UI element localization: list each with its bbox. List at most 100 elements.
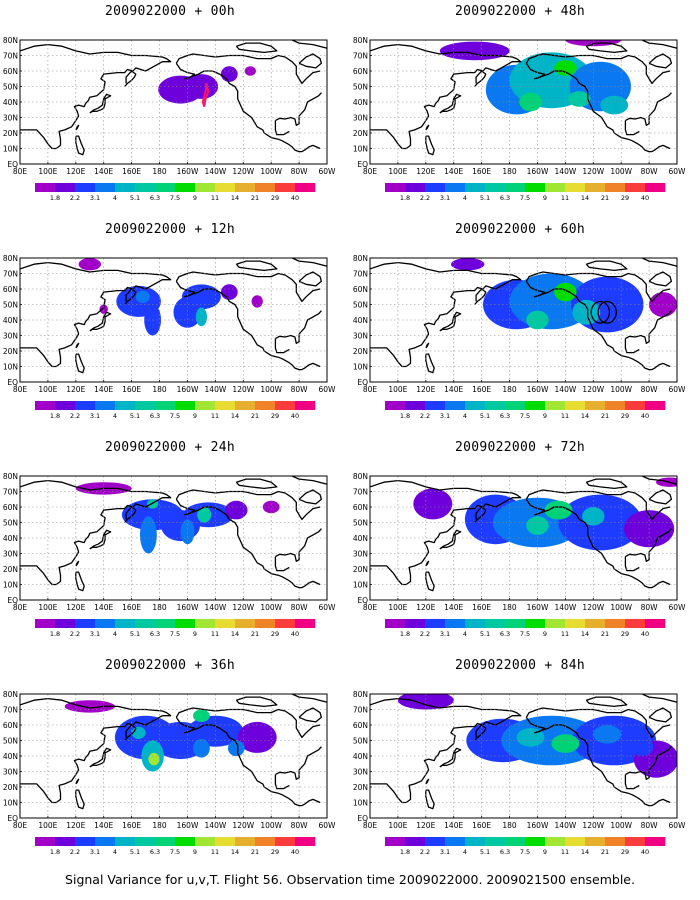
coastline [425, 560, 430, 567]
coastline [291, 694, 327, 703]
map-grid [20, 258, 327, 382]
colorbar-label: 2.2 [420, 194, 430, 202]
colorbar-label: 21 [601, 848, 609, 856]
lon-tick-label: 120W [582, 821, 604, 830]
coastline [89, 529, 112, 550]
colorbar-swatch [525, 837, 546, 846]
coastline [525, 280, 671, 371]
coastline [20, 697, 172, 804]
colorbar-label: 3.1 [440, 630, 450, 638]
lon-tick-label: 140W [205, 603, 227, 612]
colorbar-label: 2.2 [70, 848, 80, 856]
map-panel: 80N 70N 60N 50N 40N 30N 20N 10N EQ 80E 100E 120E 140… [0, 0, 340, 222]
colorbar-swatch [465, 619, 486, 628]
lon-tick-label: 80E [13, 821, 28, 830]
colorbar-label: 29 [271, 412, 279, 420]
lon-tick-label: 160E [472, 821, 491, 830]
colorbar-swatch [35, 401, 56, 410]
variance-region [413, 488, 453, 520]
colorbar-swatch [115, 619, 136, 628]
lat-tick-label: 20N [3, 129, 18, 138]
panel-title: 2009022000 + 24h [104, 440, 236, 455]
coastline [439, 93, 462, 114]
colorbar-swatch [625, 837, 646, 846]
lat-tick-label: 10N [3, 145, 18, 154]
lat-tick-label: 10N [3, 581, 18, 590]
lon-tick-label: 80E [363, 821, 378, 830]
variance-region [193, 709, 210, 722]
colorbar-swatch [95, 619, 116, 628]
lon-tick-label: 120W [232, 385, 254, 394]
lon-tick-label: 80E [13, 167, 28, 176]
lon-tick-label: 140E [94, 167, 113, 176]
lon-tick-label: 120W [232, 821, 254, 830]
colorbar-swatch [565, 183, 586, 192]
colorbar-swatch [405, 619, 426, 628]
lon-tick-label: 80W [641, 385, 659, 394]
lat-tick-label: 30N [3, 114, 18, 123]
figure-caption: Signal Variance for u,v,T. Flight 56. Ob… [65, 872, 635, 887]
colorbar-swatch [255, 183, 276, 192]
colorbar-swatch [55, 183, 76, 192]
lat-tick-label: 40N [353, 534, 368, 543]
lon-tick-label: 140W [555, 167, 577, 176]
coastlines [20, 258, 327, 374]
colorbar-swatch [75, 837, 96, 846]
colorbar-swatch [585, 619, 606, 628]
colorbar-label: 21 [601, 194, 609, 202]
coastlines [370, 258, 677, 374]
colorbar: 1.8 2.2 3.1 4 5.1 6.3 7.5 9 11 14 21 29 40 [385, 619, 666, 638]
coastline [175, 716, 321, 807]
colorbar-label: 5.1 [130, 412, 140, 420]
lat-tick-label: 50N [353, 519, 368, 528]
lat-tick-label: 30N [3, 768, 18, 777]
lat-tick-label: EQ [357, 814, 368, 823]
lon-tick-label: 60W [319, 603, 337, 612]
lon-tick-label: 60W [319, 821, 337, 830]
colorbar: 1.8 2.2 3.1 4 5.1 6.3 7.5 9 11 14 21 29 40 [385, 837, 666, 856]
colorbar-swatch [75, 183, 96, 192]
colorbar-swatch [645, 183, 666, 192]
colorbar-label: 1.8 [50, 194, 60, 202]
lon-tick-label: 100W [260, 385, 282, 394]
colorbar-swatch [295, 837, 316, 846]
lon-tick-label: 80E [363, 603, 378, 612]
colorbar-label: 40 [291, 412, 299, 420]
colorbar-swatch [425, 401, 446, 410]
colorbar-label: 3.1 [440, 412, 450, 420]
colorbar-label: 21 [601, 412, 609, 420]
lat-tick-label: 80N [3, 254, 18, 263]
colorbar-swatch [625, 619, 646, 628]
colorbar-swatch [405, 183, 426, 192]
colorbar-label: 21 [251, 412, 259, 420]
colorbar-label: 14 [581, 848, 589, 856]
colorbar: 1.8 2.2 3.1 4 5.1 6.3 7.5 9 11 14 21 29 40 [385, 183, 666, 202]
coastline [75, 560, 80, 567]
coastline [20, 479, 172, 586]
lon-tick-label: 120E [416, 603, 435, 612]
coastline [275, 746, 322, 780]
lat-tick-label: 70N [3, 52, 18, 61]
lon-tick-label: 120E [416, 385, 435, 394]
colorbar-swatch [175, 619, 196, 628]
coastline [439, 747, 462, 768]
variance-region [78, 258, 102, 271]
coastline [20, 261, 172, 368]
lon-tick-label: 180 [502, 167, 517, 176]
colorbar-swatch [485, 837, 506, 846]
lon-tick-label: 100W [260, 167, 282, 176]
lat-tick-label: 50N [353, 737, 368, 746]
map-grid [370, 694, 677, 818]
colorbar-label: 21 [251, 630, 259, 638]
coastlines [370, 40, 677, 156]
lon-tick-label: 120E [416, 167, 435, 176]
colorbar-label: 1.8 [50, 412, 60, 420]
lon-tick-label: 160W [527, 385, 549, 394]
colorbar-swatch [155, 401, 176, 410]
variance-region [600, 95, 629, 115]
colorbar-label: 21 [601, 630, 609, 638]
coastline [275, 310, 322, 344]
lat-tick-label: 10N [353, 581, 368, 590]
coastline [525, 53, 671, 85]
